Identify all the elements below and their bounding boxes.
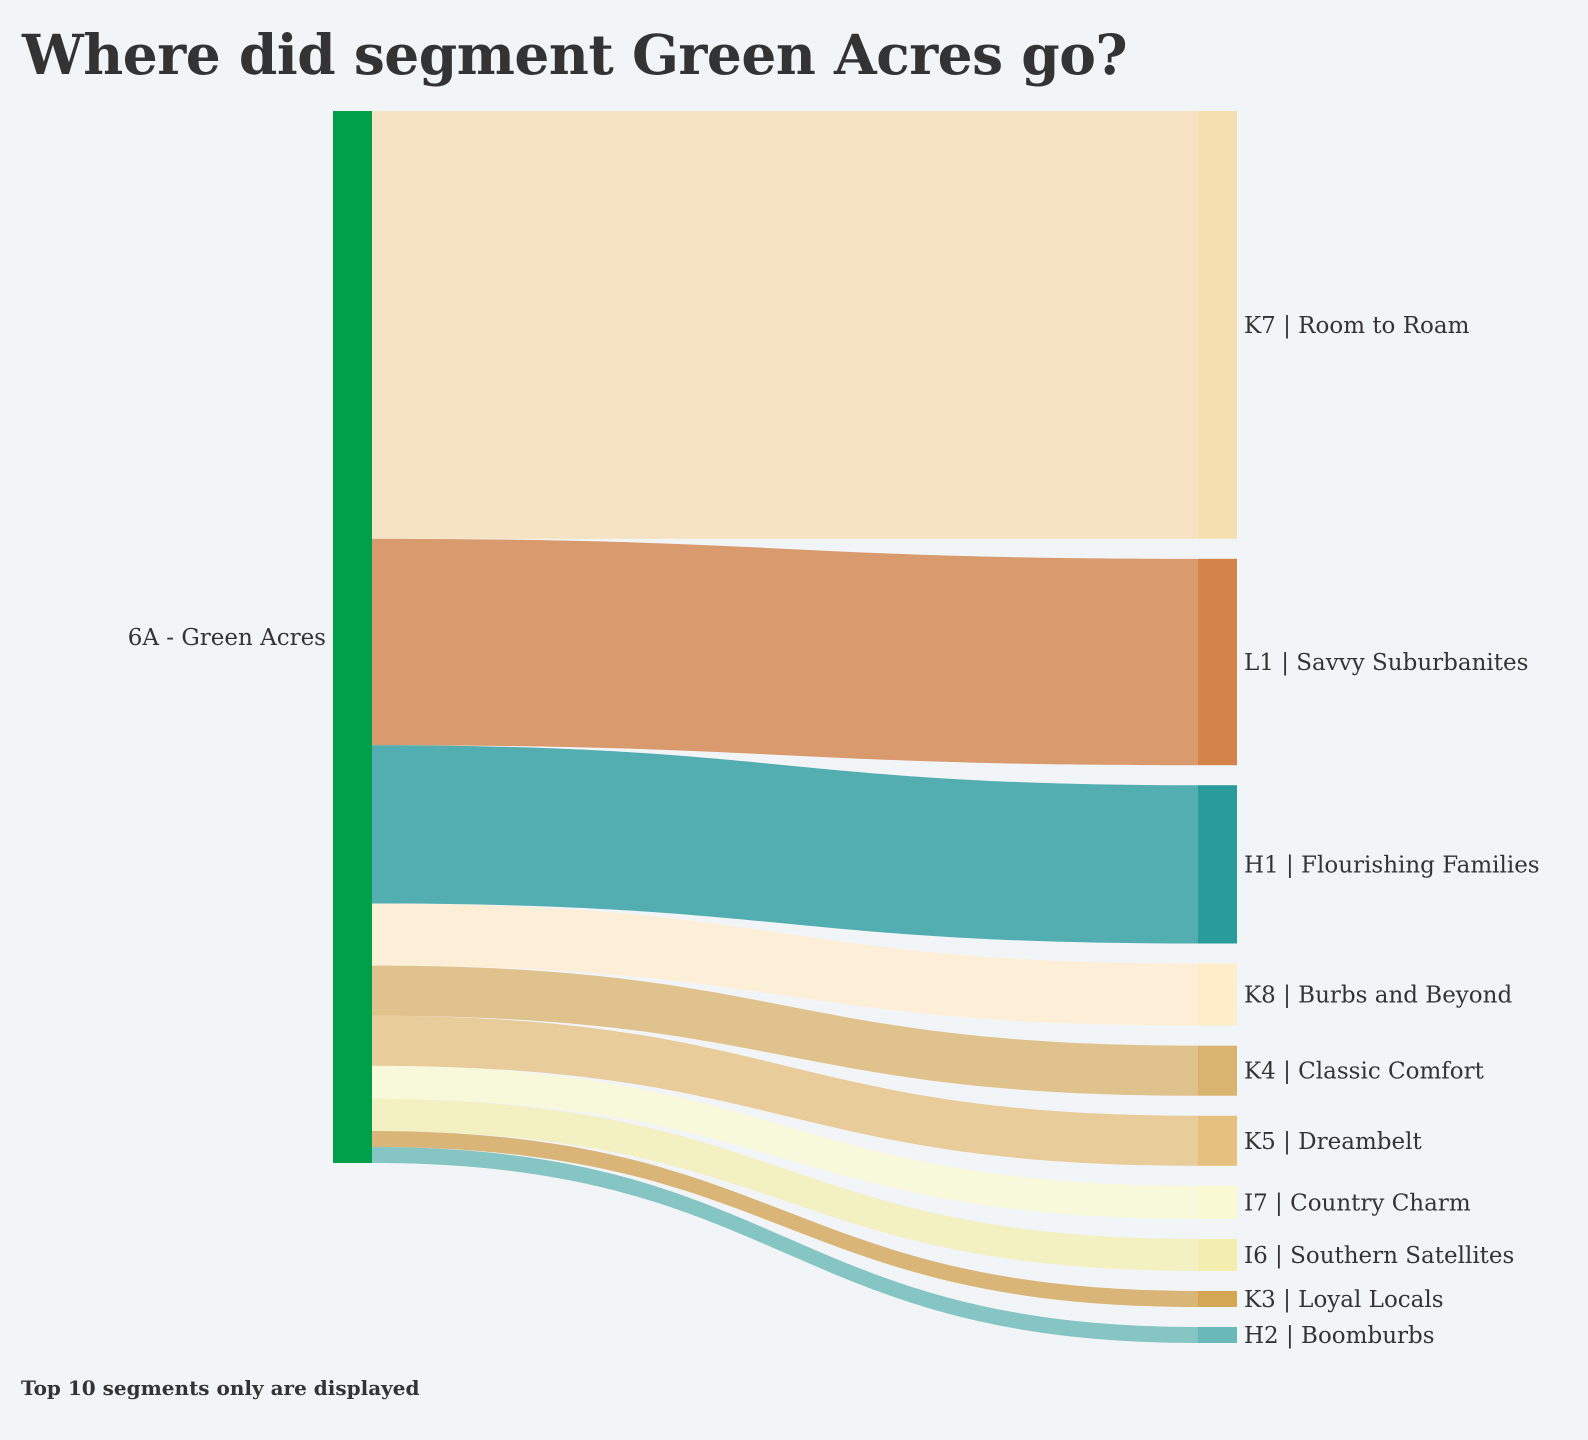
- sankey-link: [372, 1065, 1198, 1219]
- target-node: [1198, 1238, 1237, 1271]
- sankey-link: [372, 1098, 1198, 1271]
- target-node: [1198, 963, 1237, 1026]
- chart-title: Where did segment Green Acres go?: [22, 22, 1128, 87]
- target-node: [1198, 1290, 1237, 1307]
- source-node: [333, 111, 372, 1163]
- target-label: H1 | Flourishing Families: [1244, 852, 1540, 878]
- target-label: L1 | Savvy Suburbanites: [1244, 650, 1528, 676]
- target-node: [1198, 1185, 1237, 1219]
- target-label: K8 | Burbs and Beyond: [1244, 983, 1512, 1009]
- sankey-link: [372, 538, 1198, 766]
- target-node: [1198, 1045, 1237, 1096]
- target-node: [1198, 111, 1237, 539]
- target-label: K5 | Dreambelt: [1244, 1129, 1422, 1155]
- sankey-link: [372, 1015, 1198, 1166]
- footnote: Top 10 segments only are displayed: [21, 1376, 420, 1400]
- target-node: [1198, 785, 1237, 944]
- target-label: K4 | Classic Comfort: [1244, 1059, 1485, 1085]
- target-node: [1198, 1326, 1237, 1343]
- sankey-link: [372, 965, 1198, 1096]
- source-label: 6A - Green Acres: [128, 625, 326, 651]
- target-label: I6 | Southern Satellites: [1244, 1243, 1514, 1269]
- sankey-link: [372, 1130, 1198, 1307]
- target-label: I7 | Country Charm: [1244, 1190, 1471, 1216]
- sankey-link: [372, 1146, 1198, 1343]
- sankey-link: [372, 903, 1198, 1026]
- target-label: H2 | Boomburbs: [1244, 1323, 1435, 1349]
- target-label: K3 | Loyal Locals: [1244, 1287, 1444, 1313]
- target-node: [1198, 1115, 1237, 1166]
- target-label: K7 | Room to Roam: [1244, 313, 1470, 339]
- sankey-link: [372, 745, 1198, 944]
- sankey-link: [372, 111, 1198, 539]
- target-node: [1198, 558, 1237, 766]
